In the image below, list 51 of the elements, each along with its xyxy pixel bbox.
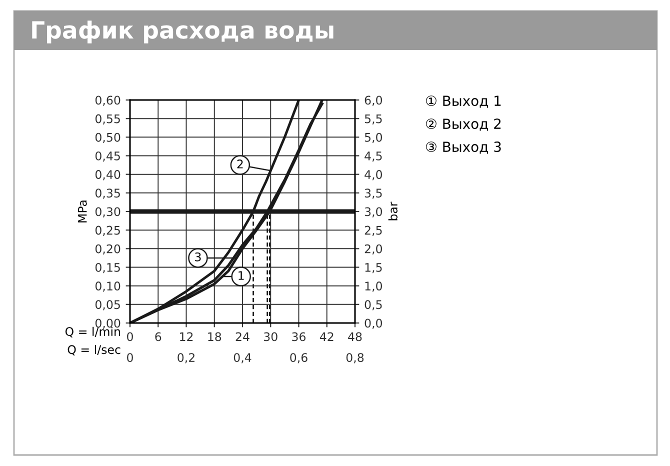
y2-tick-label: 1,5: [365, 263, 382, 274]
x2-tick-label: 0,6: [290, 353, 308, 364]
text: ② Выход 2: [426, 118, 501, 131]
text: ③ Выход 3: [426, 142, 501, 154]
annotation: 3: [195, 252, 201, 262]
x-tick-label: 42: [320, 332, 334, 341]
x2-tick-label: 0: [127, 353, 133, 362]
y2-tick-label: 0,0: [364, 318, 382, 329]
y2-tick-label: 3,0: [364, 207, 382, 218]
x-tick-label: 48: [348, 332, 362, 342]
y-tick-label: 0,35: [95, 188, 120, 199]
y-tick-label: 0,15: [95, 262, 120, 274]
y2-tick-label: 2,5: [364, 226, 382, 236]
y-tick-label: 0,00: [95, 318, 120, 329]
y-tick-label: 0,45: [95, 151, 120, 162]
annotation: 2: [237, 160, 243, 168]
y2-tick-label: 5,0: [364, 132, 382, 144]
chart-title: График расхода воды: [32, 20, 334, 44]
y-tick-label: 0,05: [95, 300, 120, 310]
text: ① Выход 1: [426, 96, 501, 108]
y-tick-label: 0,20: [95, 244, 120, 255]
x-tick-label: 24: [236, 332, 250, 341]
x-tick-label: 0: [127, 332, 133, 342]
x-tick-label: 30: [264, 332, 278, 342]
y-tick-label: 0,10: [95, 282, 120, 292]
y2-tick-label: 3,5: [364, 188, 382, 199]
x2-tick-label: 0,2: [178, 353, 194, 364]
y-tick-label: 0,50: [95, 132, 120, 144]
x-tick-label: 18: [208, 332, 222, 342]
y2-tick-label: 1,0: [365, 282, 382, 292]
y2-tick-label: 6,0: [364, 96, 382, 106]
x-tick-label: 36: [292, 332, 306, 342]
y2-tick-label: 4,5: [364, 152, 382, 162]
y-tick-label: 0,55: [95, 114, 120, 124]
y2-tick-label: 0,5: [364, 300, 382, 310]
y-tick-label: 0,30: [95, 207, 120, 218]
y-tick-label: 0,40: [95, 170, 120, 180]
y-tick-label: 0,60: [95, 96, 120, 106]
y2-tick-label: 5,5: [364, 114, 382, 124]
x2-axis-title: Q = l/sec: [68, 344, 120, 356]
x2-tick-label: 0,4: [234, 353, 252, 364]
y-axis-title: MPa: [78, 200, 87, 222]
x-tick-label: 6: [155, 332, 162, 342]
y-tick-label: 0,25: [95, 226, 120, 236]
y2-tick-label: 4,0: [364, 170, 382, 180]
y2-axis-title: bar: [388, 202, 398, 220]
annotation: 1: [238, 271, 244, 280]
x-tick-label: 12: [180, 332, 193, 341]
x2-tick-label: 0,8: [346, 353, 364, 364]
y2-tick-label: 2,0: [364, 244, 382, 255]
x-axis-title: Q = l/min: [65, 326, 120, 338]
